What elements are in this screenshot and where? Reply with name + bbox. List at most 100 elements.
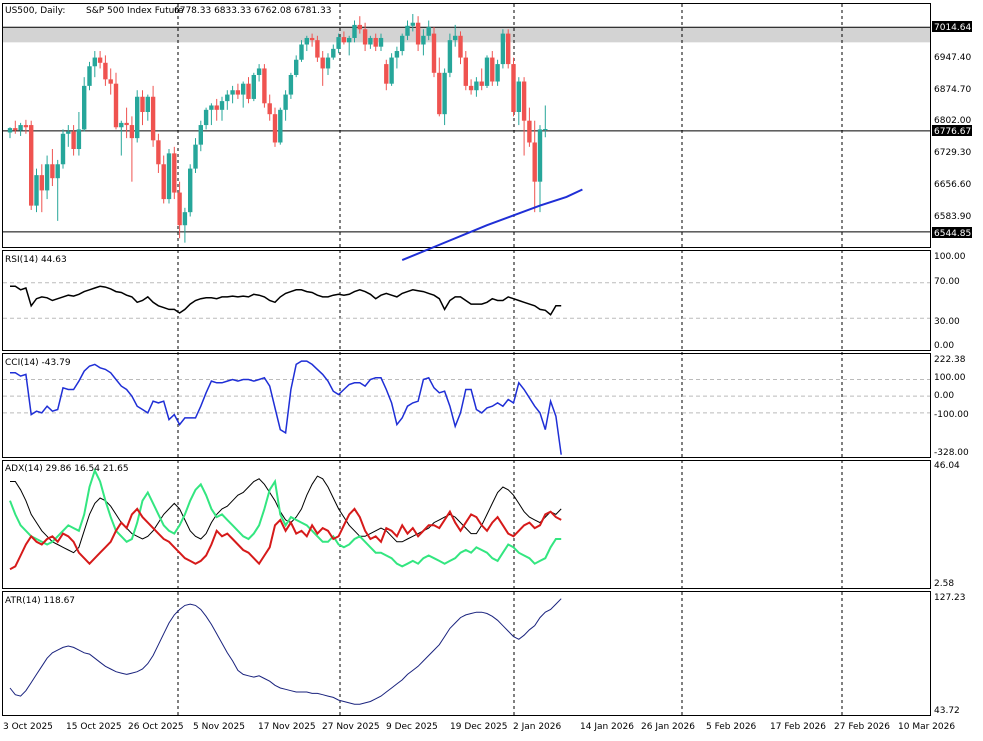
- candle[interactable]: [278, 107, 283, 145]
- candle[interactable]: [490, 51, 495, 86]
- candle[interactable]: [129, 116, 135, 182]
- candle[interactable]: [235, 83, 241, 99]
- candle[interactable]: [124, 107, 129, 139]
- candles[interactable]: [7, 14, 548, 243]
- candle[interactable]: [140, 90, 145, 126]
- candle[interactable]: [320, 51, 325, 86]
- candle[interactable]: [76, 112, 82, 156]
- candle[interactable]: [468, 79, 474, 95]
- candle[interactable]: [315, 35, 320, 62]
- candle[interactable]: [394, 46, 400, 69]
- candle[interactable]: [66, 125, 71, 147]
- candle[interactable]: [437, 57, 442, 117]
- candle[interactable]: [500, 29, 506, 69]
- candle[interactable]: [182, 207, 188, 243]
- candle[interactable]: [71, 125, 76, 156]
- candle[interactable]: [113, 72, 119, 130]
- candle[interactable]: [442, 68, 447, 126]
- candle[interactable]: [267, 94, 272, 121]
- candle[interactable]: [50, 149, 55, 187]
- candle[interactable]: [511, 57, 516, 117]
- candle[interactable]: [331, 44, 336, 60]
- candle[interactable]: [272, 107, 278, 147]
- candle[interactable]: [262, 64, 267, 108]
- candle[interactable]: [87, 61, 92, 91]
- candle[interactable]: [341, 31, 347, 45]
- candle[interactable]: [145, 94, 150, 121]
- candle[interactable]: [230, 85, 235, 104]
- candle[interactable]: [251, 72, 256, 102]
- candle[interactable]: [415, 16, 421, 52]
- candle[interactable]: [336, 33, 341, 54]
- candle[interactable]: [209, 103, 214, 126]
- candle[interactable]: [479, 68, 484, 91]
- candle[interactable]: [506, 29, 511, 69]
- candle[interactable]: [347, 35, 352, 56]
- candle[interactable]: [527, 107, 532, 147]
- candle[interactable]: [82, 77, 87, 132]
- candle[interactable]: [352, 20, 357, 43]
- candle[interactable]: [309, 33, 315, 47]
- candle[interactable]: [378, 33, 384, 52]
- candle[interactable]: [18, 122, 23, 136]
- candle[interactable]: [521, 77, 527, 156]
- candle[interactable]: [283, 90, 288, 121]
- candle[interactable]: [60, 129, 66, 169]
- candle[interactable]: [299, 40, 304, 62]
- candle[interactable]: [373, 33, 378, 52]
- candle[interactable]: [119, 120, 124, 156]
- candle[interactable]: [410, 14, 415, 32]
- candle[interactable]: [34, 168, 39, 213]
- candle[interactable]: [156, 133, 161, 173]
- candle[interactable]: [7, 127, 13, 139]
- candle[interactable]: [368, 35, 373, 49]
- candle[interactable]: [135, 90, 140, 143]
- candle[interactable]: [219, 96, 225, 121]
- candle[interactable]: [288, 72, 294, 99]
- candle[interactable]: [453, 24, 458, 47]
- candle[interactable]: [362, 22, 368, 52]
- candle[interactable]: [304, 35, 309, 52]
- candle[interactable]: [203, 107, 209, 130]
- candle[interactable]: [214, 98, 219, 121]
- candle[interactable]: [543, 105, 548, 138]
- candle[interactable]: [458, 31, 463, 65]
- candle[interactable]: [13, 120, 18, 134]
- candle[interactable]: [161, 155, 166, 204]
- candle[interactable]: [537, 125, 543, 213]
- candle[interactable]: [23, 119, 29, 134]
- candle[interactable]: [357, 16, 362, 34]
- candle[interactable]: [55, 159, 60, 221]
- candle[interactable]: [405, 20, 410, 41]
- candle[interactable]: [97, 51, 103, 69]
- candle[interactable]: [447, 33, 453, 78]
- candle[interactable]: [532, 120, 537, 213]
- candle[interactable]: [166, 149, 172, 204]
- candle[interactable]: [92, 51, 97, 78]
- candle[interactable]: [474, 77, 479, 97]
- candle[interactable]: [516, 77, 521, 126]
- candle[interactable]: [431, 27, 437, 78]
- candle[interactable]: [484, 55, 490, 89]
- candle[interactable]: [294, 55, 299, 78]
- candle[interactable]: [241, 81, 246, 108]
- candle[interactable]: [400, 33, 405, 56]
- candle[interactable]: [103, 55, 108, 86]
- candle[interactable]: [421, 29, 426, 56]
- candle[interactable]: [39, 164, 44, 213]
- candle[interactable]: [384, 59, 389, 91]
- candle[interactable]: [177, 181, 182, 239]
- candle[interactable]: [29, 120, 34, 210]
- candle[interactable]: [188, 164, 193, 217]
- candle[interactable]: [463, 51, 468, 91]
- candle[interactable]: [325, 53, 331, 75]
- candle[interactable]: [44, 155, 50, 200]
- candle[interactable]: [495, 59, 500, 86]
- candle[interactable]: [256, 64, 262, 82]
- candle[interactable]: [108, 68, 113, 95]
- candle[interactable]: [225, 90, 230, 110]
- candle[interactable]: [246, 77, 251, 104]
- candle[interactable]: [193, 138, 198, 173]
